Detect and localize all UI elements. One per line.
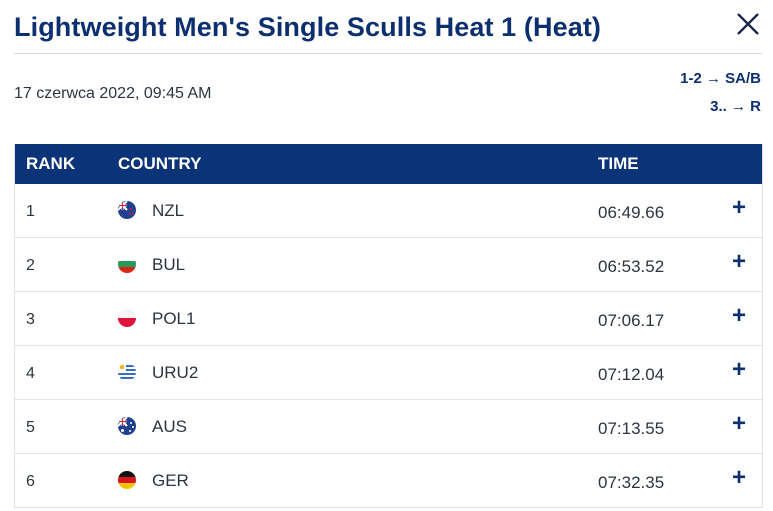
rank-cell: 2 (26, 257, 35, 274)
country-cell: NZL (152, 201, 185, 220)
expand-button[interactable]: + (732, 248, 747, 275)
country-cell: AUS (152, 417, 187, 436)
table-row[interactable]: 3 POL1 07:06.17 + (15, 292, 762, 346)
nzl-flag-icon (118, 201, 136, 219)
table-row[interactable]: 5 AUS 07:13.55 + (15, 400, 762, 454)
country-cell: URU2 (152, 363, 199, 382)
table-row[interactable]: 6 GER 07:32.35 + (15, 454, 762, 508)
page-title: Lightweight Men's Single Sculls Heat 1 (… (14, 12, 602, 42)
expand-button[interactable]: + (732, 302, 747, 329)
time-cell: 07:32.35 (598, 473, 665, 492)
expand-button[interactable]: + (732, 464, 747, 491)
table-row[interactable]: 4 URU2 07:12.04 + (15, 346, 762, 400)
results-table: RANK COUNTRY TIME 1 NZL 06:49.66 + (14, 144, 763, 508)
progression-rule: 3.. → R (710, 98, 761, 115)
close-icon[interactable] (734, 10, 762, 38)
table-row[interactable]: 2 BUL 06:53.52 + (15, 238, 762, 292)
table-row[interactable]: 1 NZL 06:49.66 + (15, 184, 762, 238)
pol-flag-icon (118, 309, 136, 327)
time-cell: 07:06.17 (598, 311, 665, 330)
ger-flag-icon (118, 471, 136, 489)
rank-cell: 3 (26, 311, 35, 328)
aus-flag-icon (118, 417, 136, 435)
uru-flag-icon (118, 363, 136, 381)
race-date: 17 czerwca 2022, 09:45 AM (14, 85, 212, 102)
rank-cell: 4 (26, 365, 35, 382)
expand-button[interactable]: + (732, 194, 747, 221)
progression-rule: 1-2 → SA/B (680, 70, 761, 87)
country-cell: BUL (152, 255, 186, 274)
modal-header: Lightweight Men's Single Sculls Heat 1 (… (14, 10, 764, 50)
time-cell: 07:12.04 (598, 365, 665, 384)
time-cell: 06:53.52 (598, 257, 665, 276)
expand-button[interactable]: + (732, 356, 747, 383)
column-header-rank: RANK (26, 154, 76, 173)
rank-cell: 5 (26, 419, 35, 436)
bul-flag-icon (118, 255, 136, 273)
country-cell: GER (152, 471, 189, 490)
time-cell: 06:49.66 (598, 203, 665, 222)
column-header-country: COUNTRY (118, 154, 202, 173)
rank-cell: 6 (26, 473, 35, 490)
expand-button[interactable]: + (732, 410, 747, 437)
progression-rules: 1-2 → SA/B 3.. → R (680, 68, 761, 124)
country-cell: POL1 (152, 309, 196, 328)
time-cell: 07:13.55 (598, 419, 665, 438)
table-header: RANK COUNTRY TIME (15, 144, 762, 184)
column-header-time: TIME (598, 154, 639, 173)
header-divider (14, 53, 762, 54)
rank-cell: 1 (26, 203, 35, 220)
